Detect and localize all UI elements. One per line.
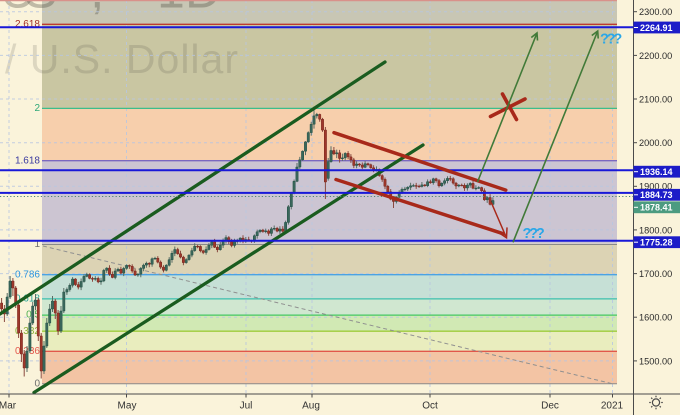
- svg-text:2: 2: [34, 103, 40, 114]
- svg-text:1600.00: 1600.00: [639, 313, 672, 323]
- svg-text:Mar: Mar: [0, 401, 17, 412]
- svg-text:S: S: [24, 0, 57, 19]
- svg-text:Aug: Aug: [302, 401, 320, 412]
- svg-text:2021: 2021: [601, 401, 624, 412]
- svg-text:2300.00: 2300.00: [639, 7, 672, 17]
- svg-text:May: May: [118, 401, 137, 412]
- svg-text:2000.00: 2000.00: [639, 138, 672, 148]
- svg-text:0: 0: [34, 378, 40, 389]
- svg-text:???: ???: [523, 226, 545, 242]
- svg-text:???: ???: [600, 32, 622, 48]
- svg-text:1900.00: 1900.00: [639, 182, 672, 192]
- svg-text:1884.73: 1884.73: [640, 190, 673, 200]
- svg-text:2100.00: 2100.00: [639, 94, 672, 104]
- svg-text:/ U.S. Dollar: / U.S. Dollar: [5, 36, 239, 82]
- svg-text:1: 1: [34, 239, 40, 250]
- svg-text:1500.00: 1500.00: [639, 356, 672, 366]
- svg-text:0.382: 0.382: [15, 326, 40, 337]
- svg-text:1: 1: [157, 0, 185, 19]
- svg-text:0.618: 0.618: [15, 294, 40, 305]
- svg-text:2.618: 2.618: [15, 19, 40, 30]
- svg-text:2200.00: 2200.00: [639, 51, 672, 61]
- svg-text:1878.41: 1878.41: [640, 203, 673, 213]
- svg-text:,: ,: [90, 0, 104, 20]
- svg-text:0.786: 0.786: [15, 269, 40, 280]
- svg-text:D: D: [185, 0, 221, 19]
- svg-text:1800.00: 1800.00: [639, 225, 672, 235]
- svg-text:1936.14: 1936.14: [640, 167, 673, 177]
- svg-text:1775.28: 1775.28: [640, 238, 673, 248]
- svg-text:Oct: Oct: [422, 401, 438, 412]
- svg-text:1.618: 1.618: [15, 155, 40, 166]
- svg-text:Jul: Jul: [240, 401, 253, 412]
- svg-text:2264.91: 2264.91: [640, 23, 673, 33]
- svg-text:Dec: Dec: [541, 401, 559, 412]
- svg-text:1700.00: 1700.00: [639, 269, 672, 279]
